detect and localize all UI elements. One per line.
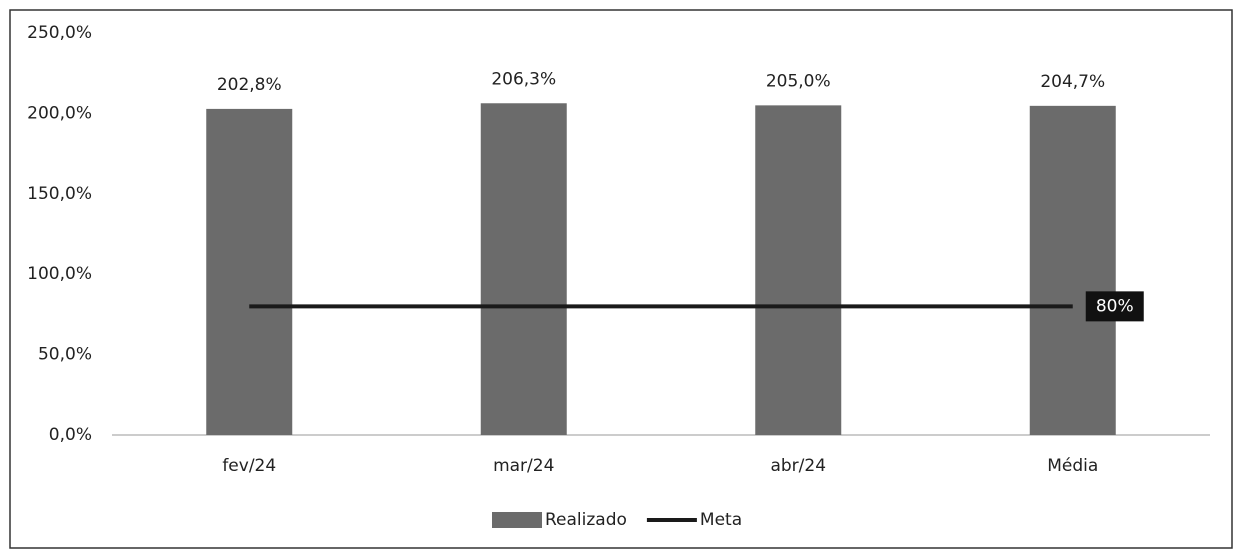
- data-label: 205,0%: [766, 71, 831, 91]
- legend-label: Realizado: [545, 510, 627, 530]
- y-tick-label: 100,0%: [27, 264, 92, 284]
- x-tick-label: mar/24: [493, 456, 554, 476]
- x-tick-label: fev/24: [222, 456, 276, 476]
- legend-swatch: [492, 512, 542, 528]
- bar: [755, 105, 842, 436]
- data-label: 204,7%: [1040, 72, 1105, 92]
- y-tick-label: 250,0%: [27, 23, 92, 43]
- y-tick-label: 50,0%: [38, 345, 92, 365]
- y-tick-label: 200,0%: [27, 103, 92, 123]
- y-tick-label: 0,0%: [49, 425, 92, 445]
- bar: [1029, 105, 1116, 435]
- data-label-box: [1085, 291, 1144, 322]
- x-tick-label: Média: [1047, 456, 1098, 476]
- data-label: 202,8%: [217, 75, 282, 95]
- data-label: 206,3%: [491, 69, 556, 89]
- x-tick-label: abr/24: [770, 456, 826, 476]
- bar: [206, 108, 293, 436]
- legend-label: Meta: [700, 510, 742, 530]
- y-tick-label: 150,0%: [27, 184, 92, 204]
- data-label: 80%: [1096, 296, 1134, 316]
- bar: [480, 103, 567, 436]
